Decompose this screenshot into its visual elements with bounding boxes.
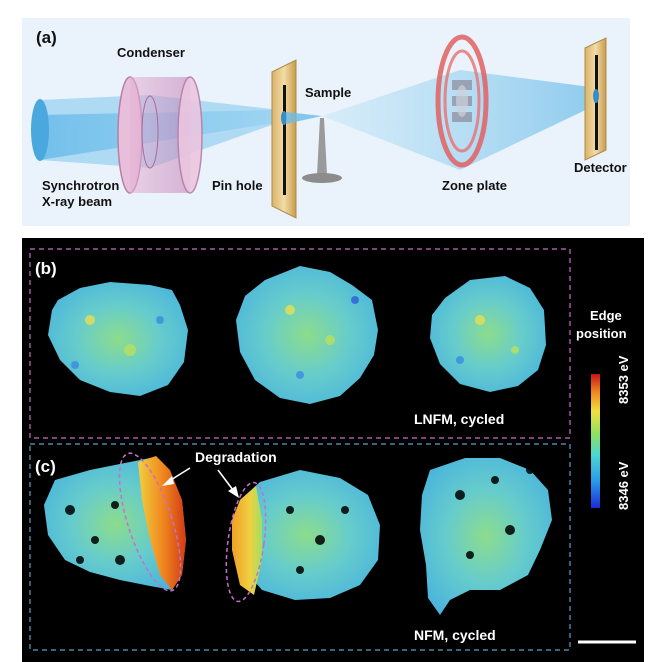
panel-a-tag: (a) — [36, 28, 57, 47]
particle-b-texture — [71, 296, 519, 379]
degradation-outline-2 — [225, 481, 267, 603]
degradation-outline-1 — [118, 452, 182, 592]
colorbar-max-label: 8353 eV — [616, 355, 631, 404]
degradation-arrowhead-2 — [228, 486, 239, 498]
pin-hole-label: Pin hole — [212, 178, 263, 193]
condenser — [117, 76, 203, 194]
panel-b: (b) LNFM, cycled — [29, 248, 571, 439]
degradation-arrowhead-1 — [162, 476, 174, 486]
panel-a: (a) — [22, 18, 630, 226]
colorbar-title-line1: Edge — [590, 308, 622, 323]
particle-b2 — [236, 266, 378, 404]
sample-stage — [302, 118, 342, 183]
particle-c2 — [232, 470, 380, 600]
colorbar: Edge position 8353 eV 8346 eV — [576, 308, 631, 510]
colorbar-gradient — [591, 374, 600, 508]
source-label-line2: X-ray beam — [42, 194, 112, 209]
particle-c-texture — [65, 466, 534, 574]
source-label-line1: Synchrotron — [42, 178, 119, 193]
panel-b-caption: LNFM, cycled — [414, 411, 504, 427]
panel-b-frame — [29, 248, 571, 439]
condenser-label: Condenser — [117, 45, 185, 60]
zone-plate-label: Zone plate — [442, 178, 507, 193]
sample-label: Sample — [305, 85, 351, 100]
degradation-region-c1 — [138, 456, 186, 590]
panel-b-tag: (b) — [35, 259, 57, 278]
focused-beam — [286, 112, 322, 124]
colorbar-title-line2: position — [576, 326, 627, 341]
panel-c-tag: (c) — [35, 457, 56, 476]
particle-c3 — [420, 458, 552, 615]
panel-c-caption: NFM, cycled — [414, 627, 496, 643]
panel-c-frame — [29, 443, 571, 651]
degradation-region-c2 — [232, 486, 262, 595]
pin-hole — [271, 59, 297, 219]
colorbar-min-label: 8346 eV — [616, 461, 631, 510]
detector — [584, 37, 607, 161]
detector-label: Detector — [574, 160, 627, 175]
particle-b1 — [48, 282, 188, 396]
panel-c: (c) Degradation NFM, c — [29, 443, 571, 651]
zone-plate — [435, 34, 489, 168]
degradation-label: Degradation — [195, 449, 277, 465]
